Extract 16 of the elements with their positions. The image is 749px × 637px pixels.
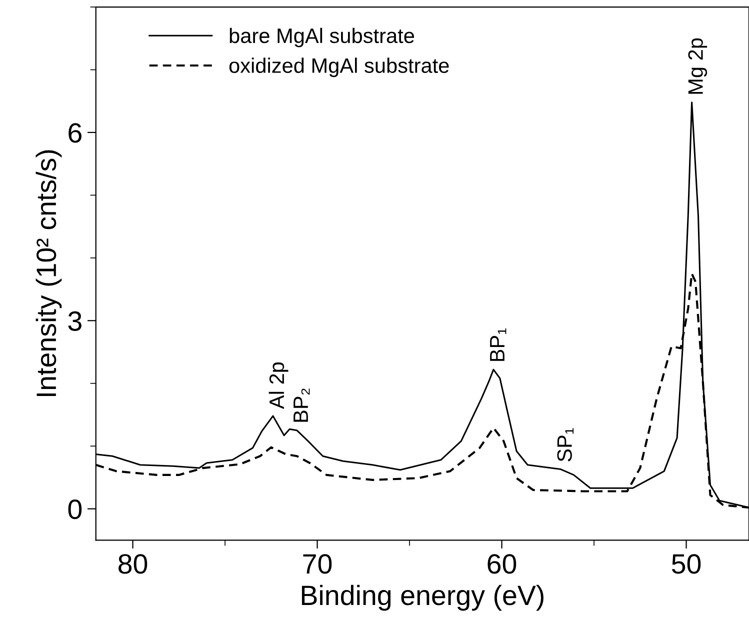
y-axis-title: Intensity (10² cnts/s) bbox=[36, 150, 62, 396]
x-axis-title: Binding energy (eV) bbox=[302, 584, 544, 611]
x-tick-label: 80 bbox=[118, 554, 148, 574]
annotation: BP₁ bbox=[490, 328, 506, 361]
y-tick-label: 6 bbox=[68, 123, 82, 143]
x-tick-label: 70 bbox=[303, 554, 332, 574]
annotation: BP₂ bbox=[294, 388, 310, 422]
x-tick-label: 50 bbox=[672, 554, 701, 574]
x-tick-label: 60 bbox=[488, 554, 516, 574]
annotation: SP₁ bbox=[557, 428, 574, 462]
annotation: Mg 2p bbox=[688, 38, 708, 94]
legend-label: bare MgAl substrate bbox=[230, 28, 414, 48]
annotation: Al 2p bbox=[268, 362, 288, 409]
legend-label: oxidized MgAl substrate bbox=[229, 58, 449, 78]
y-tick-label: 0 bbox=[68, 499, 82, 520]
y-tick-label: 3 bbox=[68, 311, 82, 331]
